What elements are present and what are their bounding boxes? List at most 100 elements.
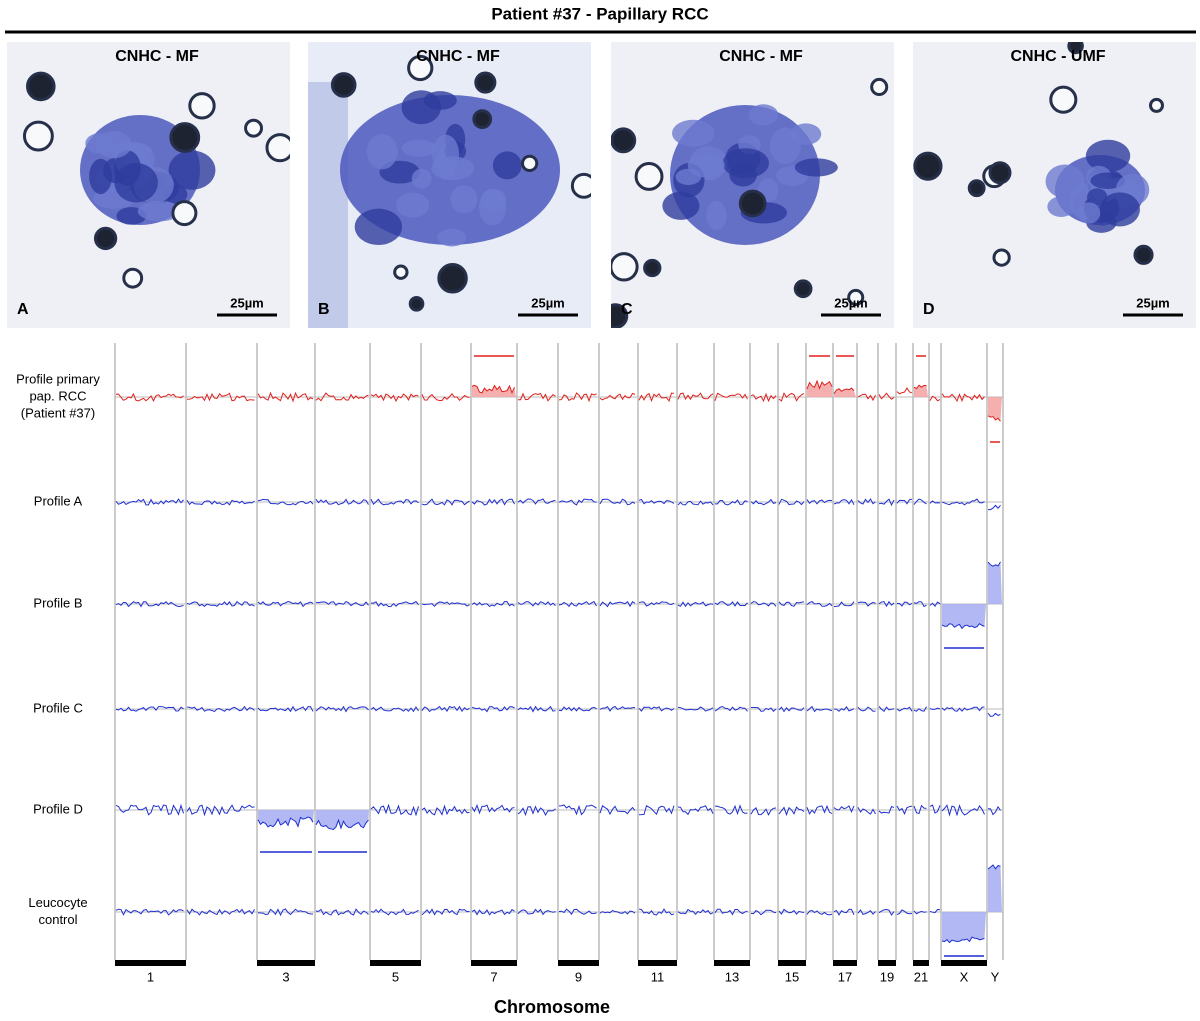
chromosome-label: 13: [725, 969, 739, 984]
bubble: [1133, 244, 1154, 265]
chromosome-bar: [558, 960, 599, 966]
scale-label: 25µm: [1136, 295, 1170, 310]
scale-label: 25µm: [230, 295, 264, 310]
micrograph-panels: CNHC - MF A 25µm CNHC - MF B 25µm CNHC - MF C 25…: [7, 42, 1196, 328]
profile-line: [677, 706, 714, 712]
profile-line: [750, 601, 777, 607]
panel-letter: D: [923, 301, 935, 318]
profile-line: [186, 392, 255, 402]
profile-line: [638, 498, 675, 505]
chromosome-bar: [913, 960, 929, 966]
profile-line: [857, 706, 876, 712]
bubble: [520, 154, 539, 173]
profile-line: [929, 909, 941, 914]
nucleus: [794, 158, 838, 177]
profile-line: [257, 391, 314, 403]
profile-line: [714, 601, 748, 607]
nucleus: [401, 139, 437, 157]
nucleus: [168, 150, 216, 190]
bubble: [1049, 85, 1078, 114]
chromosome-label: 17: [838, 969, 852, 984]
profile-line: [778, 498, 805, 506]
chromosome-bar: [370, 960, 421, 966]
bubble: [634, 162, 664, 191]
profile-line: [714, 908, 748, 916]
profile-line: [987, 712, 1001, 717]
profile-line: [677, 908, 714, 915]
nucleus: [423, 91, 457, 110]
profile-line: [878, 392, 895, 400]
profile-line: [471, 706, 515, 713]
nucleus: [89, 158, 113, 195]
nucleus: [672, 119, 715, 147]
profile-line: [941, 498, 985, 506]
bubble: [169, 122, 201, 153]
profile-line: [638, 706, 675, 712]
chromosome-label: 3: [282, 969, 289, 984]
profile-line: [941, 936, 985, 944]
chromosome-label: 5: [392, 969, 399, 984]
profile-line: [517, 705, 556, 713]
bubble: [188, 92, 216, 120]
aberration-shade: [942, 604, 986, 629]
bubble: [472, 109, 493, 130]
panel-label: CNHC - MF: [416, 48, 500, 65]
profile-line: [257, 816, 314, 828]
profile-line: [778, 601, 805, 607]
nucleus: [395, 192, 430, 218]
profile-line: [778, 392, 805, 402]
profile-line: [638, 601, 675, 607]
profile-line: [186, 804, 255, 817]
profile-line: [714, 804, 748, 816]
chromosome-label: Y: [991, 969, 1000, 984]
profile-line: [929, 395, 941, 402]
aberration-shade: [988, 397, 1002, 422]
nucleus: [769, 127, 801, 165]
bubble: [967, 179, 986, 198]
profile-line: [315, 498, 369, 506]
nucleus: [1099, 192, 1140, 227]
profile-line: [471, 601, 515, 607]
chromosome-label: 1: [147, 969, 154, 984]
profile-line: [257, 908, 314, 917]
profile-label: Profile primary: [16, 371, 100, 386]
profile-line: [750, 392, 777, 403]
bubble: [22, 120, 54, 152]
profile-line: [471, 908, 515, 916]
aberration-shade: [834, 388, 856, 397]
profile-line: [941, 623, 985, 630]
panel-label: CNHC - MF: [719, 48, 803, 65]
profile-line: [806, 909, 833, 916]
profile-line: [315, 908, 369, 916]
aberration-shade: [258, 810, 314, 827]
aberration-shade: [942, 912, 986, 943]
profile-line: [186, 908, 255, 916]
profile-line: [941, 706, 985, 712]
profile-line: [896, 498, 913, 505]
nucleus: [354, 208, 403, 245]
profile-line: [714, 705, 748, 712]
micrograph: CNHC - UMF D 25µm: [913, 42, 1196, 328]
profile-line: [186, 499, 255, 506]
profile-line: [941, 393, 985, 403]
profile-line: [878, 909, 895, 916]
profile-line: [599, 392, 636, 401]
profile-line: [896, 601, 913, 607]
profile-line: [115, 803, 184, 816]
profile-line: [913, 601, 927, 608]
profile-line: [471, 498, 515, 506]
nucleus: [687, 153, 725, 178]
profile-line: [257, 600, 314, 608]
profile-line: [778, 706, 805, 713]
profile-line: [471, 803, 515, 815]
profile-line: [913, 498, 927, 505]
profile-line: [896, 909, 913, 916]
bubble: [93, 226, 118, 251]
profile-label: Profile B: [33, 595, 82, 610]
profile-line: [558, 600, 597, 608]
profile-line: [517, 601, 556, 607]
profile-line: [558, 498, 597, 506]
